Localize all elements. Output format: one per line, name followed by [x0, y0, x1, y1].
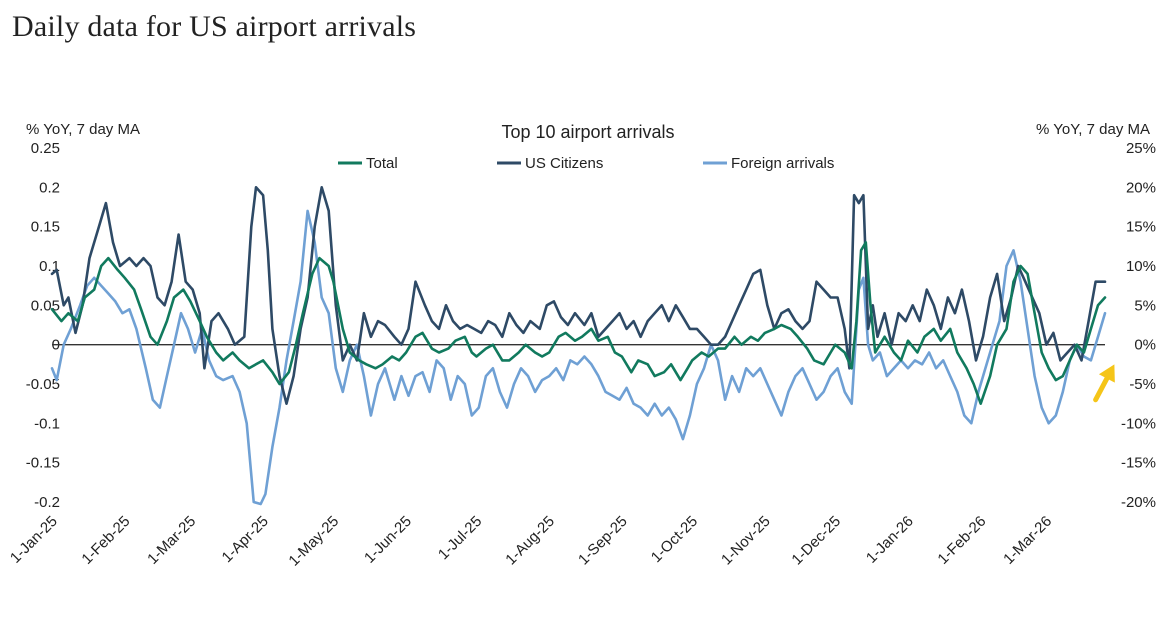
- y2-tick-label: 0%: [1134, 337, 1156, 354]
- legend-label-foreign-arrivals: Foreign arrivals: [731, 155, 834, 172]
- x-axis-ticks: 1-Jan-25 1-Feb-25 1-Mar-25 1-Apr-25 1-May-25…: [7, 513, 1055, 570]
- x-tick-label: 1-Apr-25: [219, 513, 272, 566]
- y2-tick-label: -15%: [1121, 455, 1156, 472]
- left-axis-title: % YoY, 7 day MA: [26, 121, 140, 138]
- series-layer: [50, 186, 1107, 506]
- y-tick-label: 0.15: [31, 219, 60, 236]
- y-tick-label: 0.25: [31, 140, 60, 157]
- chart-title: Top 10 airport arrivals: [501, 122, 674, 142]
- x-tick-label: 1-Sep-25: [575, 513, 631, 569]
- y-tick-label: -0.1: [34, 415, 60, 432]
- y2-tick-label: 5%: [1134, 297, 1156, 314]
- x-tick-label: 1-Dec-25: [788, 513, 844, 569]
- series-line-total: [50, 241, 1107, 405]
- legend-label-us-citizens: US Citizens: [525, 155, 603, 172]
- series-line-us-citizens: [50, 186, 1107, 405]
- y2-tick-label: -10%: [1121, 415, 1156, 432]
- y-tick-label: 0.2: [39, 179, 60, 196]
- x-tick-label: 1-Feb-25: [78, 513, 133, 568]
- right-axis-ticks: 25% 20% 15% 10% 5% 0% -5% -10% -15% -20%: [1121, 140, 1156, 511]
- x-tick-label: 1-Jun-25: [361, 513, 415, 567]
- x-tick-label: 1-May-25: [285, 513, 342, 570]
- legend-label-total: Total: [366, 155, 398, 172]
- annotation-arrow-head: [1098, 364, 1115, 383]
- y-tick-label: -0.2: [34, 494, 60, 511]
- x-tick-label: 1-Aug-25: [502, 513, 558, 569]
- x-tick-label: 1-Mar-25: [144, 513, 199, 568]
- x-tick-label: 1-Feb-26: [934, 513, 989, 568]
- y2-tick-label: -20%: [1121, 494, 1156, 511]
- x-tick-label: 1-Oct-25: [648, 513, 701, 566]
- y2-tick-label: 15%: [1126, 219, 1156, 236]
- y-tick-label: -0.15: [26, 455, 60, 472]
- y2-tick-label: 10%: [1126, 258, 1156, 275]
- x-tick-label: 1-Nov-25: [718, 513, 774, 569]
- y2-tick-label: 20%: [1126, 179, 1156, 196]
- x-tick-label: 1-Jan-26: [863, 513, 917, 567]
- annotation-layer: [1093, 364, 1115, 403]
- left-axis-ticks: 0.250.20.150.10.050-0.05-0.1-0.15-0.2: [26, 140, 60, 511]
- x-tick-label: 1-Jan-25: [7, 513, 61, 567]
- y-tick-label: -0.05: [26, 376, 60, 393]
- page-title: Daily data for US airport arrivals: [12, 10, 417, 43]
- y2-tick-label: -5%: [1129, 376, 1156, 393]
- y2-tick-label: 25%: [1126, 140, 1156, 157]
- x-tick-label: 1-Mar-26: [1000, 513, 1055, 568]
- legend: Total US Citizens Foreign arrivals: [338, 155, 834, 172]
- series-line-foreign-arrivals: [50, 209, 1107, 506]
- right-axis-title: % YoY, 7 day MA: [1036, 121, 1150, 138]
- annotation-arrow-shaft: [1093, 375, 1110, 403]
- x-tick-label: 1-Jul-25: [435, 513, 485, 563]
